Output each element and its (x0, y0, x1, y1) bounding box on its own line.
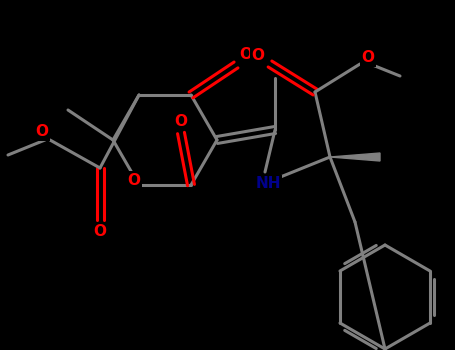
Text: O: O (239, 48, 253, 62)
Text: O: O (362, 50, 374, 65)
Polygon shape (330, 153, 380, 161)
Text: O: O (252, 49, 264, 63)
Text: O: O (175, 113, 187, 128)
Text: O: O (127, 173, 141, 188)
Text: O: O (35, 125, 49, 140)
Text: O: O (93, 224, 106, 239)
Text: NH: NH (255, 176, 281, 191)
